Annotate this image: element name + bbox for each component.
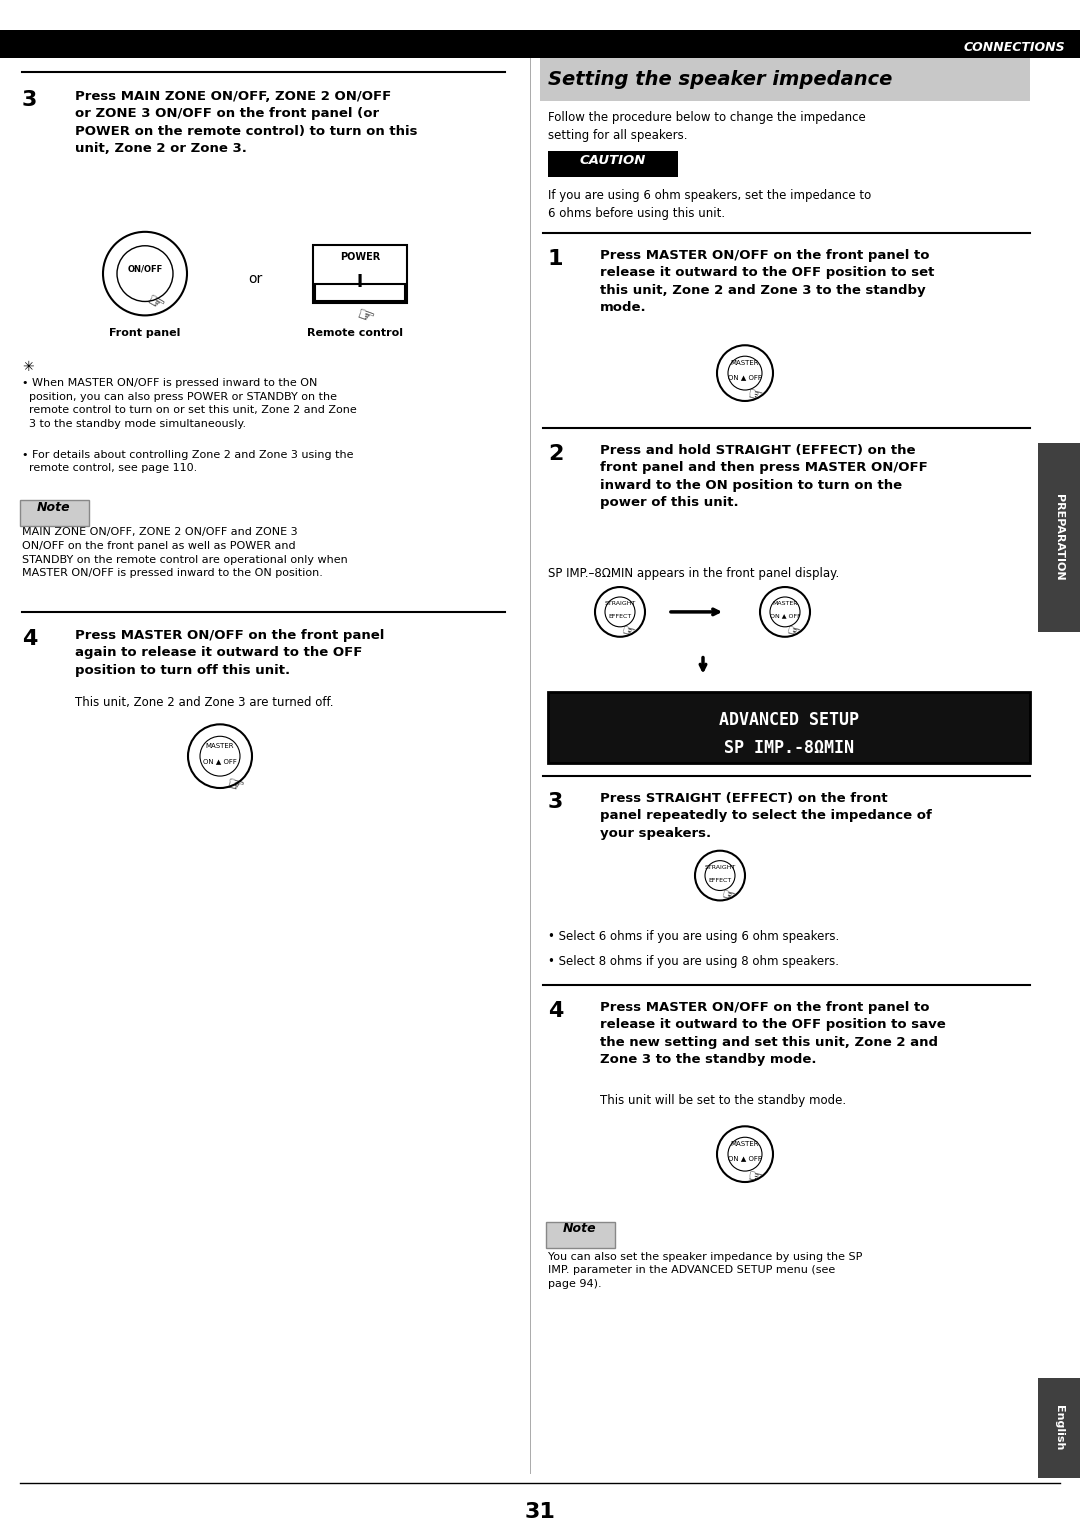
Text: ☞: ☞ bbox=[784, 623, 801, 641]
Text: 3: 3 bbox=[22, 90, 38, 110]
Text: ON ▲ OFF: ON ▲ OFF bbox=[728, 1155, 761, 1161]
Text: ☞: ☞ bbox=[620, 623, 636, 641]
Text: MASTER: MASTER bbox=[772, 601, 798, 606]
Text: You can also set the speaker impedance by using the SP
IMP. parameter in the ADV: You can also set the speaker impedance b… bbox=[548, 1251, 862, 1289]
Text: • When MASTER ON/OFF is pressed inward to the ON
  position, you can also press : • When MASTER ON/OFF is pressed inward t… bbox=[22, 378, 356, 429]
FancyBboxPatch shape bbox=[21, 501, 89, 526]
Text: Press STRAIGHT (EFFECT) on the front
panel repeatedly to select the impedance of: Press STRAIGHT (EFFECT) on the front pan… bbox=[600, 792, 932, 839]
Text: MASTER: MASTER bbox=[206, 743, 234, 749]
Text: MASTER: MASTER bbox=[731, 360, 759, 366]
Bar bbox=[548, 691, 1030, 763]
Text: ☞: ☞ bbox=[143, 291, 167, 316]
Text: EFFECT: EFFECT bbox=[708, 877, 731, 884]
Text: Press and hold STRAIGHT (EFFECT) on the
front panel and then press MASTER ON/OFF: Press and hold STRAIGHT (EFFECT) on the … bbox=[600, 444, 928, 510]
Text: ADVANCED SETUP: ADVANCED SETUP bbox=[719, 711, 859, 729]
Text: ON ▲ OFF: ON ▲ OFF bbox=[203, 758, 237, 765]
Text: ☞: ☞ bbox=[745, 1166, 765, 1187]
Text: STRAIGHT: STRAIGHT bbox=[704, 865, 735, 870]
Text: Press MASTER ON/OFF on the front panel
again to release it outward to the OFF
po: Press MASTER ON/OFF on the front panel a… bbox=[75, 629, 384, 678]
Text: • Select 8 ohms if you are using 8 ohm speakers.: • Select 8 ohms if you are using 8 ohm s… bbox=[548, 955, 839, 967]
Text: MAIN ZONE ON/OFF, ZONE 2 ON/OFF and ZONE 3
ON/OFF on the front panel as well as : MAIN ZONE ON/OFF, ZONE 2 ON/OFF and ZONE… bbox=[22, 528, 348, 578]
Text: ON ▲ OFF: ON ▲ OFF bbox=[728, 374, 761, 380]
FancyBboxPatch shape bbox=[315, 284, 405, 302]
Text: POWER: POWER bbox=[340, 252, 380, 261]
Text: ☞: ☞ bbox=[745, 386, 765, 406]
Text: Remote control: Remote control bbox=[307, 328, 403, 339]
Bar bbox=[1038, 1378, 1080, 1477]
FancyBboxPatch shape bbox=[546, 1222, 615, 1248]
Text: Note: Note bbox=[563, 1222, 597, 1235]
Text: CAUTION: CAUTION bbox=[580, 154, 646, 168]
Text: EFFECT: EFFECT bbox=[608, 615, 632, 620]
Text: I: I bbox=[356, 273, 363, 290]
Bar bbox=[1038, 443, 1080, 632]
Text: MASTER: MASTER bbox=[731, 1141, 759, 1148]
Text: 31: 31 bbox=[525, 1503, 555, 1523]
Text: SP IMP.–8ΩMIN appears in the front panel display.: SP IMP.–8ΩMIN appears in the front panel… bbox=[548, 568, 839, 580]
Text: Press MASTER ON/OFF on the front panel to
release it outward to the OFF position: Press MASTER ON/OFF on the front panel t… bbox=[600, 1001, 946, 1067]
Text: English: English bbox=[1054, 1405, 1064, 1451]
Bar bbox=[548, 151, 678, 177]
Text: STRAIGHT: STRAIGHT bbox=[605, 601, 636, 606]
FancyBboxPatch shape bbox=[313, 244, 407, 304]
Text: ☞: ☞ bbox=[353, 305, 377, 328]
Text: 4: 4 bbox=[22, 629, 38, 649]
Text: Press MASTER ON/OFF on the front panel to
release it outward to the OFF position: Press MASTER ON/OFF on the front panel t… bbox=[600, 249, 934, 314]
Bar bbox=[0, 31, 1080, 58]
Text: Setting the speaker impedance: Setting the speaker impedance bbox=[548, 70, 892, 89]
Text: Press MAIN ZONE ON/OFF, ZONE 2 ON/OFF
or ZONE 3 ON/OFF on the front panel (or
PO: Press MAIN ZONE ON/OFF, ZONE 2 ON/OFF or… bbox=[75, 90, 418, 156]
Text: Front panel: Front panel bbox=[109, 328, 180, 339]
Text: ☞: ☞ bbox=[719, 887, 737, 905]
Text: If you are using 6 ohm speakers, set the impedance to
6 ohms before using this u: If you are using 6 ohm speakers, set the… bbox=[548, 189, 872, 220]
Text: ON/OFF: ON/OFF bbox=[127, 264, 163, 273]
Text: • For details about controlling Zone 2 and Zone 3 using the
  remote control, se: • For details about controlling Zone 2 a… bbox=[22, 450, 353, 473]
Text: This unit will be set to the standby mode.: This unit will be set to the standby mod… bbox=[600, 1094, 846, 1108]
Bar bbox=[540, 58, 1030, 102]
Text: 4: 4 bbox=[548, 1001, 564, 1021]
Text: PREPARATION: PREPARATION bbox=[1054, 494, 1064, 580]
Text: or: or bbox=[248, 272, 262, 285]
Text: 1: 1 bbox=[548, 249, 564, 269]
Text: • Select 6 ohms if you are using 6 ohm speakers.: • Select 6 ohms if you are using 6 ohm s… bbox=[548, 931, 839, 943]
Text: Note: Note bbox=[37, 501, 71, 514]
Text: SP IMP.-8ΩMIN: SP IMP.-8ΩMIN bbox=[724, 739, 854, 757]
Text: 3: 3 bbox=[548, 792, 564, 812]
Text: 2: 2 bbox=[548, 444, 564, 464]
Text: CONNECTIONS: CONNECTIONS bbox=[963, 41, 1065, 55]
Text: This unit, Zone 2 and Zone 3 are turned off.: This unit, Zone 2 and Zone 3 are turned … bbox=[75, 696, 334, 710]
Text: Follow the procedure below to change the impedance
setting for all speakers.: Follow the procedure below to change the… bbox=[548, 111, 866, 142]
Text: ☞: ☞ bbox=[224, 775, 246, 798]
Text: ON ▲ OFF: ON ▲ OFF bbox=[770, 613, 800, 618]
Text: ✳: ✳ bbox=[22, 360, 33, 374]
